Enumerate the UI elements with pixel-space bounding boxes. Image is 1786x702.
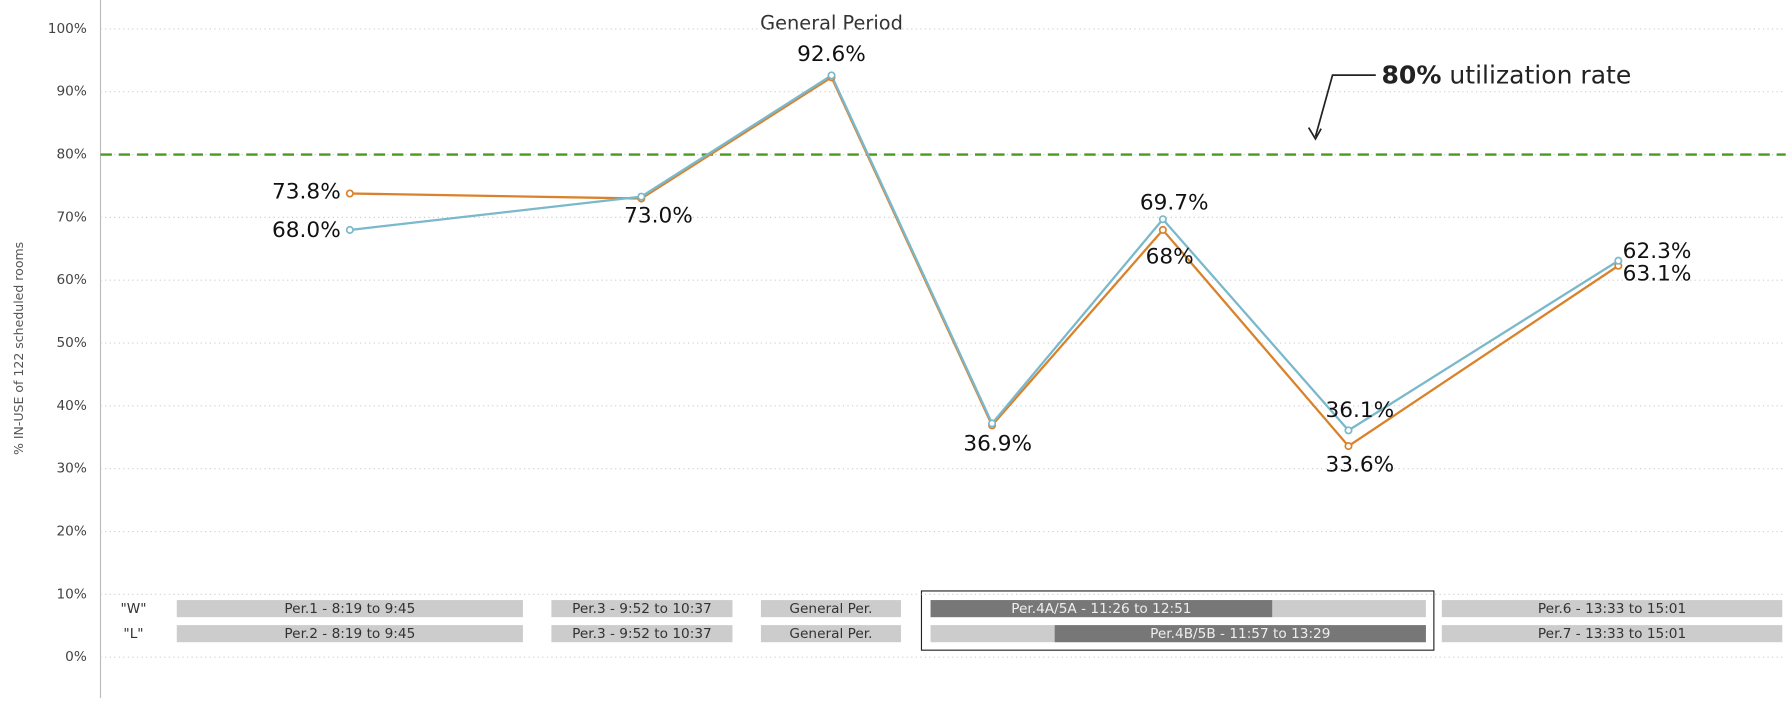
y-tick-label: 100% [48,21,87,37]
schedule-label: Per.3 - 9:52 to 10:37 [572,626,712,642]
data-label: 36.9% [963,432,1032,457]
y-tick-label: 30% [56,461,86,477]
series-line [349,75,1619,448]
schedule-bar [551,600,733,618]
highlight-box [920,590,1435,651]
schedule-bar [1441,600,1783,618]
schedule-label: Per.1 - 8:19 to 9:45 [284,601,415,617]
schedule-label: Per.7 - 13:33 to 15:01 [1538,626,1686,642]
schedule-label: General Per. [789,601,872,617]
data-label: 92.6% [797,42,866,67]
y-tick-label: 50% [56,335,86,351]
schedule-bar [176,600,523,618]
y-tick-label: 0% [65,649,87,665]
reference-label: 80% utilization rate [1381,60,1631,89]
data-label: 69.7% [1140,190,1209,215]
schedule-label: General Per. [789,626,872,642]
point [637,192,646,201]
y-tick-label: 40% [56,398,86,414]
y-tick-label: 80% [56,147,86,163]
arrow [1314,74,1376,137]
y-tick-label: 10% [56,586,86,602]
arrow-head [1307,127,1322,141]
point [1158,225,1167,234]
annotation: General Period [760,11,903,34]
point [1614,256,1623,265]
schedule-bar [760,625,901,643]
y-tick-label: 70% [56,209,86,225]
schedule-bar-active [930,600,1273,618]
point [988,419,997,428]
schedule-label: Per.6 - 13:33 to 15:01 [1538,601,1686,617]
point [1158,215,1167,224]
schedule-label: Per.4B/5B - 11:57 to 13:29 [1150,626,1330,642]
schedule-bar [1441,625,1783,643]
y-tick-label: 60% [56,272,86,288]
data-label: 68% [1146,244,1194,269]
reference-label-text: utilization rate [1449,60,1631,89]
point [345,225,354,234]
schedule-row-label: "L" [123,626,143,642]
point [1344,426,1353,435]
schedule-row-label: "W" [120,601,146,617]
data-label: 73.8% [272,179,341,204]
y-tick-label: 90% [56,84,86,100]
schedule-bar [760,600,901,618]
data-label: 68.0% [272,218,341,243]
point [1344,442,1353,451]
schedule-label: Per.4A/5A - 11:26 to 12:51 [1011,601,1191,617]
schedule-bar [551,625,733,643]
schedule-label: Per.2 - 8:19 to 9:45 [284,626,415,642]
y-axis-label: % IN-USE of 122 scheduled rooms [11,242,26,455]
data-label: 36.1% [1326,398,1395,423]
data-label: 63.1% [1623,261,1692,286]
schedule-bar [176,625,523,643]
y-tick-label: 20% [56,524,86,540]
reference-label-bold: 80% [1381,60,1441,89]
data-label: 73.0% [624,204,693,229]
data-label: 62.3% [1623,239,1692,264]
schedule-bar-active [1054,625,1426,643]
series-line [349,73,1619,432]
point [827,71,836,80]
schedule-label: Per.3 - 9:52 to 10:37 [572,601,712,617]
data-label: 33.6% [1326,452,1395,477]
point [345,189,354,198]
